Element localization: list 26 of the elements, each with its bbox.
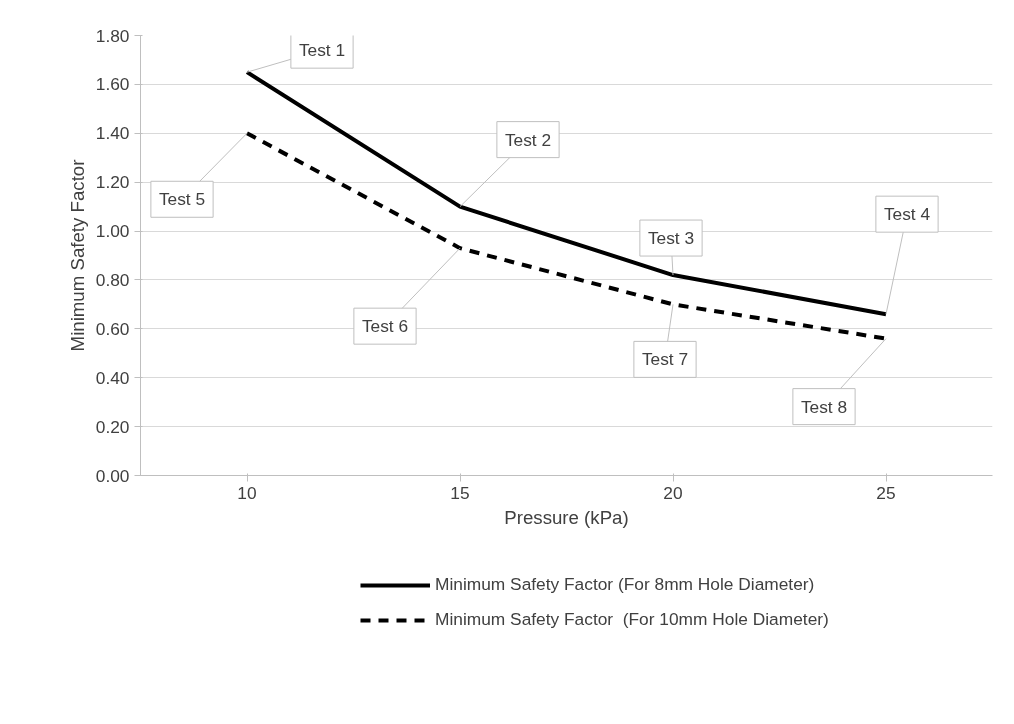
y-tick-label: 1.00 — [95, 221, 130, 242]
legend-label: Minimum Safety Factor (For 10mm Hole Diameter) — [435, 609, 829, 630]
x-tick-label: 20 — [663, 482, 683, 503]
annotation: Test 4 — [883, 204, 931, 225]
y-tick-label: 0.00 — [95, 465, 130, 486]
y-tick-label: 0.80 — [95, 269, 130, 290]
x-axis-title: Pressure (kPa) — [504, 506, 629, 528]
y-tick-label: 1.60 — [95, 74, 130, 95]
y-tick-label: 1.40 — [95, 123, 130, 144]
y-tick-label: 1.80 — [95, 25, 130, 46]
annotation: Test 1 — [298, 40, 346, 61]
x-tick-label: 25 — [876, 482, 896, 503]
annotation: Test 7 — [641, 349, 689, 370]
y-tick-label: 0.40 — [95, 367, 130, 388]
annotation: Test 6 — [361, 316, 409, 337]
y-tick-label: 1.20 — [95, 172, 130, 193]
y-tick-label: 0.60 — [95, 318, 130, 339]
y-tick-label: 0.20 — [95, 416, 130, 437]
annotation: Test 3 — [647, 228, 695, 249]
legend-label: Minimum Safety Factor (For 8mm Hole Diameter) — [435, 574, 815, 595]
annotation: Test 5 — [158, 189, 206, 210]
y-axis-title: Minimum Safety Factor — [66, 159, 88, 352]
x-tick-label: 15 — [450, 482, 470, 503]
annotation: Test 2 — [504, 129, 552, 150]
x-tick-label: 10 — [237, 482, 257, 503]
annotation: Test 8 — [800, 396, 848, 417]
